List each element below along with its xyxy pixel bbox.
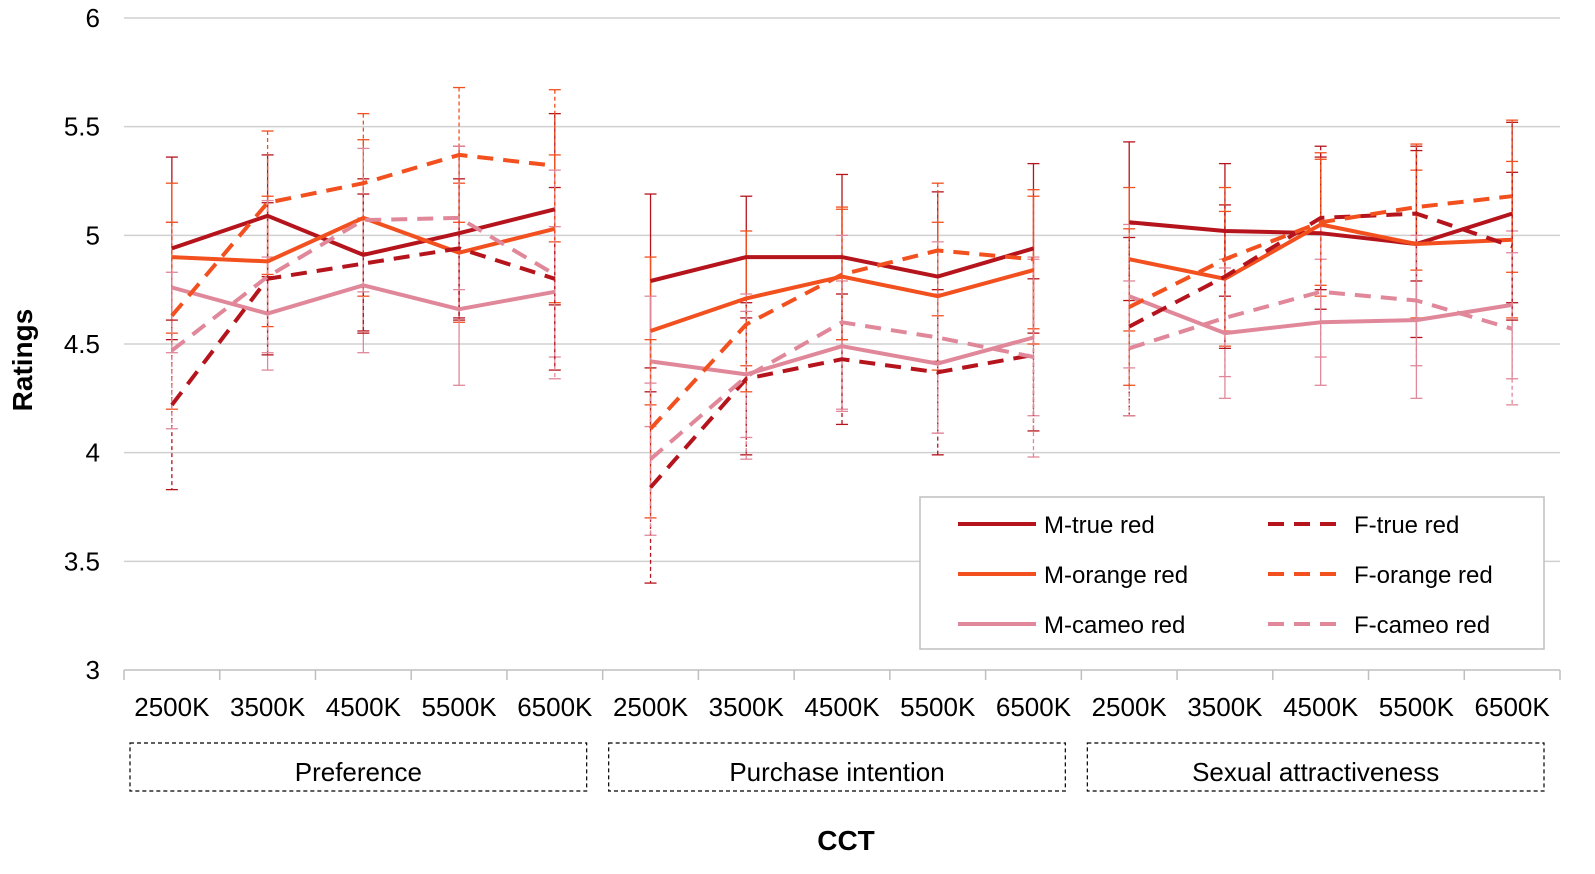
series-line-m-orange-red xyxy=(1128,222,1513,281)
legend-label-m-cameo-red: M-cameo red xyxy=(1044,612,1185,639)
x-tick-label: 2500K xyxy=(1092,692,1168,722)
series-line-f-orange-red xyxy=(1128,194,1513,309)
legend-label-f-true-red: F-true red xyxy=(1354,512,1459,539)
series-line-f-cameo-red xyxy=(170,215,556,353)
axes xyxy=(123,669,1561,680)
series-line-m-cameo-red xyxy=(650,335,1035,377)
x-tick-label: 6500K xyxy=(1475,692,1551,722)
legend-label-f-cameo-red: F-cameo red xyxy=(1354,612,1490,639)
y-tick-label: 5.5 xyxy=(64,112,100,142)
y-axis-title: Ratings xyxy=(7,309,38,412)
legend: M-true red M-orange red M-cameo red F-true … xyxy=(919,496,1545,650)
x-tick-label: 3500K xyxy=(1187,692,1263,722)
group-label: Preference xyxy=(295,757,422,787)
group-label: Purchase intention xyxy=(729,757,944,787)
x-tick-label: 6500K xyxy=(996,692,1072,722)
series-line-f-true-red xyxy=(1128,211,1513,329)
series-lines xyxy=(170,152,1513,489)
series-line-f-orange-red xyxy=(170,152,556,317)
group-labels: Preference Purchase intention Sexual attra… xyxy=(129,742,1545,792)
series-line-m-true-red xyxy=(171,207,556,257)
series-line-f-cameo-red xyxy=(649,320,1034,461)
x-tick-label: 5500K xyxy=(1379,692,1455,722)
x-tick-label: 3500K xyxy=(230,692,306,722)
y-tick-label: 4.5 xyxy=(64,329,100,359)
legend-label-m-true-red: M-true red xyxy=(1044,512,1155,539)
legend-label-f-orange-red: F-orange red xyxy=(1354,562,1493,589)
x-tick-label: 3500K xyxy=(709,692,785,722)
series-line-m-true-red xyxy=(650,246,1035,283)
y-tick-labels: 3 3.5 4 4.5 5 5.5 6 xyxy=(64,3,100,685)
x-tick-label: 4500K xyxy=(804,692,880,722)
series-line-m-orange-red xyxy=(171,215,556,264)
x-tick-label: 5500K xyxy=(900,692,976,722)
x-tick-label: 2500K xyxy=(134,692,210,722)
legend-label-m-orange-red: M-orange red xyxy=(1044,562,1188,589)
group-label: Sexual attractiveness xyxy=(1192,757,1439,787)
series-line-m-true-red xyxy=(1129,211,1513,246)
y-tick-label: 3 xyxy=(86,655,100,685)
y-tick-label: 3.5 xyxy=(64,546,100,576)
series-line-f-cameo-red xyxy=(1128,289,1513,351)
x-tick-label: 5500K xyxy=(421,692,497,722)
x-tick-label: 4500K xyxy=(326,692,402,722)
series-line-f-orange-red xyxy=(649,248,1034,431)
series-line-m-cameo-red xyxy=(1128,294,1513,336)
y-tick-label: 6 xyxy=(86,3,100,33)
x-axis-title: CCT xyxy=(817,825,875,856)
x-tick-label: 6500K xyxy=(517,692,593,722)
y-tick-label: 4 xyxy=(86,438,100,468)
x-tick-labels: 2500K 3500K 4500K 5500K 6500K 2500K 3500K 4500K… xyxy=(134,692,1550,722)
x-tick-label: 2500K xyxy=(613,692,689,722)
y-tick-label: 5 xyxy=(86,220,100,250)
series-line-m-cameo-red xyxy=(171,283,556,316)
x-tick-label: 4500K xyxy=(1283,692,1359,722)
series-line-f-true-red xyxy=(170,246,556,407)
series-line-f-true-red xyxy=(649,352,1034,489)
